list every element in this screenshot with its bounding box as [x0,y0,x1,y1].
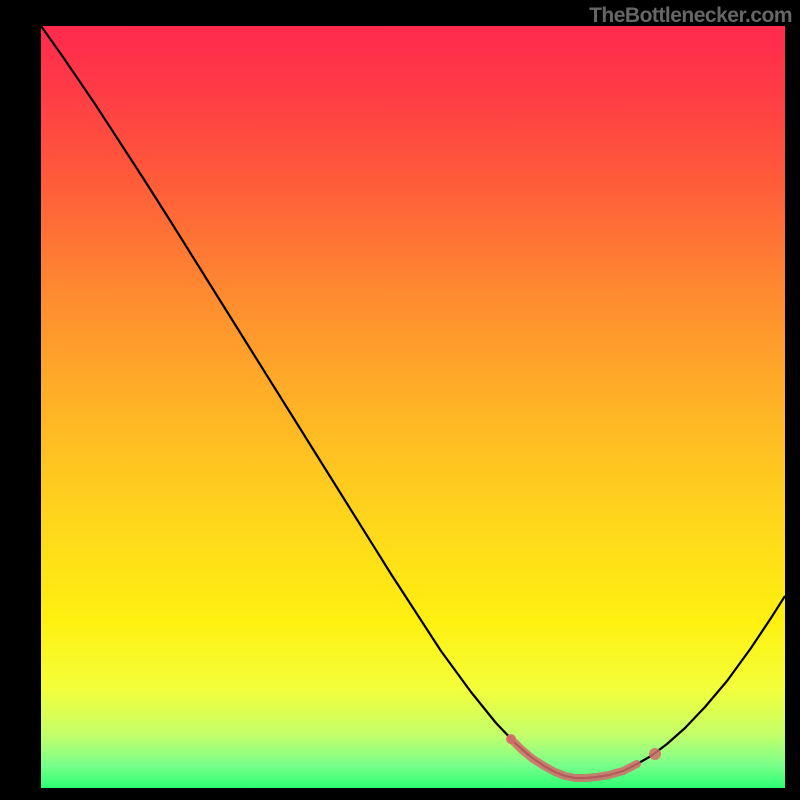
chart-container: TheBottlenecker.com [0,0,800,800]
optimal-range-start-marker [506,734,516,744]
watermark-text: TheBottlenecker.com [589,4,792,28]
plot-area [41,26,785,788]
optimal-range-end-marker [649,748,661,760]
bottleneck-curve [41,26,785,778]
curve-layer [41,26,785,788]
optimal-range-highlight [511,739,637,778]
